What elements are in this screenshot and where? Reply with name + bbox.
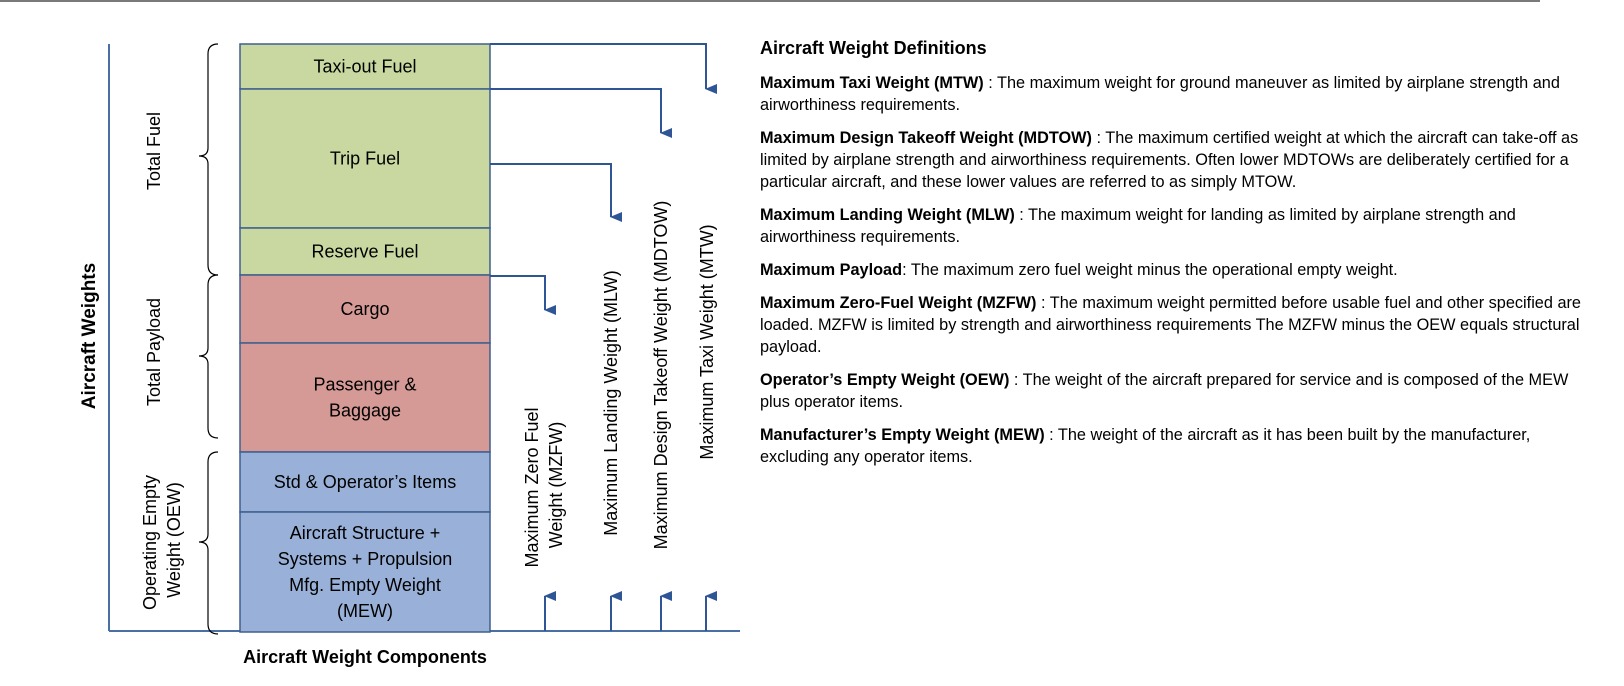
definition-item: Maximum Landing Weight (MLW) : The maxim… <box>760 204 1600 248</box>
definition-term: Maximum Payload <box>760 261 903 279</box>
block-aircraft-structure-label: Mfg. Empty Weight <box>289 575 441 595</box>
definition-term: Manufacturer’s Empty Weight (MEW) <box>760 426 1045 444</box>
bottom-label: Aircraft Weight Components <box>243 647 487 667</box>
arrow-mdtow-top <box>490 88 672 138</box>
limit-label-mtw: Maximum Taxi Weight (MTW) <box>697 224 717 459</box>
block-aircraft-structure-label: (MEW) <box>337 601 393 621</box>
limit-arrows <box>490 43 717 631</box>
definition-term: Operator’s Empty Weight (OEW) <box>760 371 1010 389</box>
definition-item: Maximum Design Takeoff Weight (MDTOW) : … <box>760 127 1600 193</box>
block-cargo-label: Cargo <box>340 299 389 319</box>
block-aircraft-structure-label: Aircraft Structure + <box>290 523 441 543</box>
block-aircraft-structure <box>239 511 491 633</box>
limit-label-mlw: Maximum Landing Weight (MLW) <box>601 270 621 535</box>
group-label-total-fuel: Total Fuel <box>144 112 164 190</box>
block-std-operator-items-label: Std & Operator’s Items <box>274 472 456 492</box>
arrow-mtw-top <box>490 43 717 94</box>
block-reserve-fuel-label: Reserve Fuel <box>311 242 418 262</box>
block-trip-fuel-label: Trip Fuel <box>330 149 400 169</box>
limit-label-mzfw: Maximum Zero Fuel Weight (MZFW) <box>522 402 566 567</box>
definitions-title: Aircraft Weight Definitions <box>760 38 987 58</box>
block-passenger-baggage <box>239 342 491 453</box>
definition-term: Maximum Taxi Weight (MTW) <box>760 74 984 92</box>
block-taxi-out-fuel <box>239 43 491 90</box>
block-passenger-baggage-label: Passenger & <box>313 375 416 395</box>
top-border <box>0 0 1540 2</box>
arrow-mzfw-top <box>490 275 556 315</box>
axis-label: Aircraft Weights <box>79 263 100 409</box>
block-reserve-fuel <box>239 227 491 276</box>
brace-oew <box>198 451 219 635</box>
definition-text: : The maximum weight for ground maneuver… <box>760 74 1560 114</box>
definition-text: : The maximum weight for landing as limi… <box>760 206 1516 246</box>
block-taxi-out-fuel-label: Taxi-out Fuel <box>313 57 416 77</box>
definition-term: Maximum Design Takeoff Weight (MDTOW) <box>760 129 1092 147</box>
block-passenger-baggage-label: Baggage <box>329 401 401 421</box>
definition-item: Maximum Taxi Weight (MTW) : The maximum … <box>760 72 1600 116</box>
block-trip-fuel <box>239 88 491 229</box>
definition-text: : The weight of the aircraft as it has b… <box>760 426 1531 466</box>
limit-label-mdtow: Maximum Design Takeoff Weight (MDTOW) <box>651 201 671 550</box>
definition-text: : The weight of the aircraft prepared fo… <box>760 371 1569 411</box>
definition-item: Maximum Zero-Fuel Weight (MZFW) : The ma… <box>760 292 1600 358</box>
definitions-panel: Aircraft Weight Definitions Maximum Taxi… <box>760 38 1600 479</box>
brace-total-fuel <box>198 43 219 276</box>
group-label-oew: Operating Empty Weight (OEW) <box>140 470 184 610</box>
definition-text: : The maximum zero fuel weight minus the… <box>902 261 1398 279</box>
definition-item: Operator’s Empty Weight (OEW) : The weig… <box>760 369 1600 413</box>
weight-blocks: Taxi-out Fuel Trip Fuel Reserve Fuel Cargo P… <box>239 43 491 633</box>
brace-total-payload <box>198 274 219 439</box>
definition-text: : The maximum certified weight at which … <box>760 129 1579 191</box>
definition-item: Manufacturer’s Empty Weight (MEW) : The … <box>760 424 1600 468</box>
arrow-mlw-top <box>490 163 622 222</box>
group-label-total-payload: Total Payload <box>144 298 164 406</box>
definition-text: : The maximum weight permitted before us… <box>760 294 1581 356</box>
block-std-operator-items <box>239 451 491 513</box>
definition-term: Maximum Landing Weight (MLW) <box>760 206 1015 224</box>
block-cargo <box>239 274 491 344</box>
definitions-list: Maximum Taxi Weight (MTW) : The maximum … <box>760 72 1600 468</box>
definition-item: Maximum Payload: The maximum zero fuel w… <box>760 259 1600 281</box>
definition-term: Maximum Zero-Fuel Weight (MZFW) <box>760 294 1037 312</box>
block-aircraft-structure-label: Systems + Propulsion <box>278 549 453 569</box>
weight-diagram: Aircraft Weights Total Fuel Total Payloa… <box>79 43 740 667</box>
